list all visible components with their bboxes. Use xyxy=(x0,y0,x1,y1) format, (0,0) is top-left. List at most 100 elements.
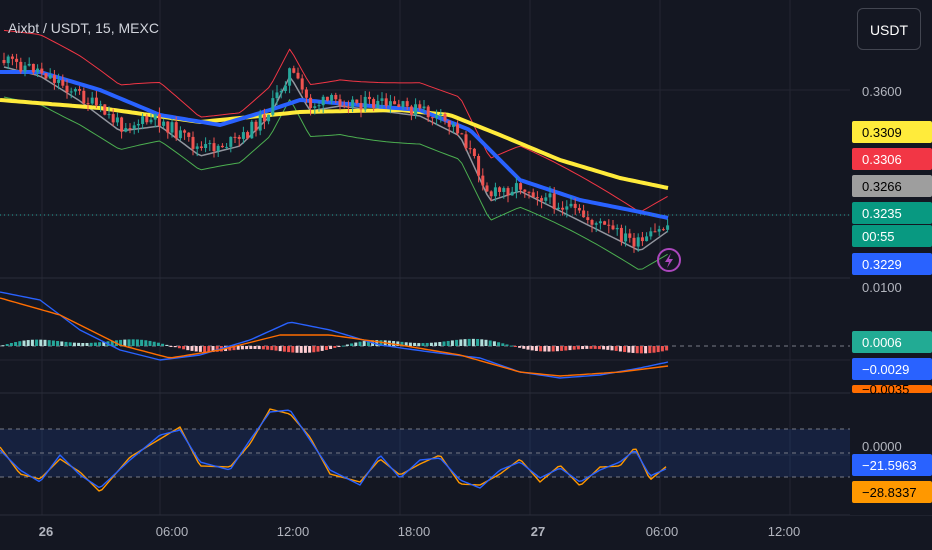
candle-body xyxy=(237,136,241,139)
macd-histogram-bar xyxy=(110,340,114,346)
macd-histogram-bar xyxy=(211,346,215,353)
candle-body xyxy=(258,114,262,131)
candle-body xyxy=(90,97,94,104)
macd-histogram-bar xyxy=(194,346,198,352)
candle-body xyxy=(78,89,82,91)
price-tag-label: 0.3235 xyxy=(862,206,902,221)
macd-histogram-bar xyxy=(555,346,559,352)
macd-tag: 0.0006 xyxy=(852,331,932,353)
candle-body xyxy=(346,106,350,108)
macd-histogram-bar xyxy=(375,340,379,346)
candle-body xyxy=(292,68,296,73)
macd-histogram-bar xyxy=(177,346,181,349)
candle-body xyxy=(430,117,434,119)
candle-body xyxy=(636,237,640,247)
macd-histogram-bar xyxy=(102,341,106,346)
macd-histogram-bar xyxy=(232,346,236,351)
candle-body xyxy=(351,99,355,108)
macd-histogram-bar xyxy=(274,346,278,351)
time-tick-label: 12:00 xyxy=(768,524,801,539)
macd-histogram-bar xyxy=(534,346,538,351)
candle-body xyxy=(267,114,271,122)
candle-body xyxy=(187,132,191,137)
candle-body xyxy=(128,128,132,130)
candle-body xyxy=(212,143,216,152)
symbol-title[interactable]: Aixbt / USDT, 15, MEXC xyxy=(8,20,159,36)
macd-histogram-bar xyxy=(530,346,534,351)
macd-histogram-bar xyxy=(287,346,291,353)
candle-body xyxy=(334,94,338,100)
macd-histogram-bar xyxy=(215,346,219,352)
candle-body xyxy=(498,187,502,192)
candle-body xyxy=(141,116,145,124)
candle-body xyxy=(166,121,170,133)
price-tag: 0.3266 xyxy=(852,175,932,197)
macd-histogram-bar xyxy=(14,342,18,346)
macd-histogram-bar xyxy=(47,340,51,346)
macd-histogram-bar xyxy=(198,346,202,352)
stoch-tag-label: −21.5963 xyxy=(862,458,917,473)
macd-histogram-bar xyxy=(656,346,660,353)
ma-gray-line xyxy=(3,66,669,251)
macd-histogram-bar xyxy=(501,343,505,346)
macd-histogram-bar xyxy=(539,346,543,352)
macd-histogram-bar xyxy=(22,340,26,346)
macd-histogram-bar xyxy=(614,346,618,351)
macd-histogram-bar xyxy=(665,346,669,351)
macd-histogram-bar xyxy=(543,346,547,352)
currency-button[interactable]: USDT xyxy=(857,8,921,50)
candle-body xyxy=(565,206,569,210)
macd-histogram-bar xyxy=(68,342,72,346)
candle-body xyxy=(527,191,531,193)
macd-histogram-bar xyxy=(610,346,614,351)
candle-body xyxy=(397,104,401,107)
candle-body xyxy=(82,90,86,104)
macd-histogram-bar xyxy=(631,346,635,353)
macd-histogram-bar xyxy=(165,344,169,346)
stoch-tag-label: 0.0000 xyxy=(862,439,902,454)
macd-histogram-bar xyxy=(564,346,568,351)
price-tag-bg xyxy=(852,121,932,143)
macd-histogram-bar xyxy=(404,342,408,346)
macd-histogram-bar xyxy=(635,346,639,354)
macd-histogram-bar xyxy=(60,341,64,346)
macd-histogram-bar xyxy=(5,344,9,346)
macd-histogram-bar xyxy=(379,340,383,346)
macd-histogram-bar xyxy=(144,340,148,346)
macd-histogram-bar xyxy=(513,346,517,347)
macd-histogram-bar xyxy=(408,342,412,346)
macd-histogram-bar xyxy=(35,339,39,346)
macd-histogram-bar xyxy=(623,346,627,353)
candle-body xyxy=(178,130,182,139)
candle-body xyxy=(544,197,548,201)
price-tag-label: 0.3229 xyxy=(862,257,902,272)
macd-tag-bg xyxy=(852,358,932,380)
macd-histogram-bar xyxy=(253,346,257,349)
macd-histogram-bar xyxy=(257,346,261,350)
time-tick-label: 06:00 xyxy=(156,524,189,539)
candle-body xyxy=(300,78,304,90)
candle-body xyxy=(548,193,552,198)
macd-histogram-bar xyxy=(644,346,648,354)
candle-body xyxy=(246,132,250,139)
macd-histogram-bar xyxy=(547,346,551,352)
candle-body xyxy=(405,101,409,107)
macd-histogram-bar xyxy=(400,341,404,346)
macd-tag-bg xyxy=(852,385,932,393)
candle-body xyxy=(288,68,292,86)
macd-histogram-bar xyxy=(505,344,509,346)
macd-histogram-bar xyxy=(576,346,580,350)
candle-body xyxy=(603,221,607,225)
candle-body xyxy=(489,191,493,197)
candle-body xyxy=(426,106,430,118)
stoch-tag-bg xyxy=(852,481,932,503)
macd-tag-label: −0.0035 xyxy=(862,382,909,397)
candle-body xyxy=(132,125,136,129)
candle-body xyxy=(632,237,636,247)
candle-body xyxy=(199,146,203,149)
macd-tag-label: −0.0029 xyxy=(862,362,909,377)
candle-body xyxy=(216,145,220,152)
candle-body xyxy=(577,207,581,211)
candle-body xyxy=(367,96,371,100)
